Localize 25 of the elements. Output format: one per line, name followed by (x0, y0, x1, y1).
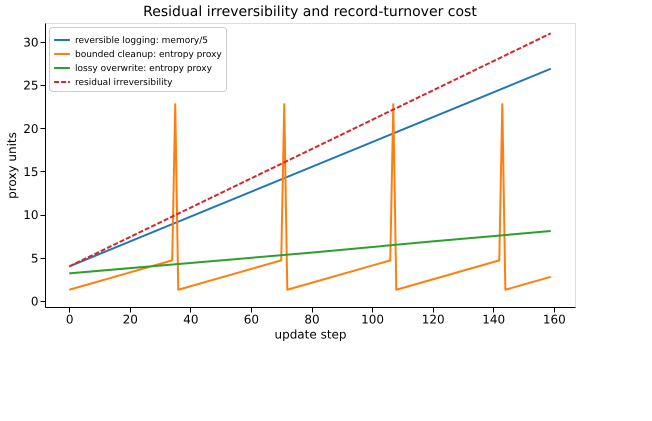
x-tick-label: 160 (542, 312, 566, 326)
line-series (68, 230, 552, 274)
y-tick-label: 0 (30, 294, 38, 308)
y-tick-label: 25 (23, 78, 38, 93)
y-tick-label: 15 (23, 164, 38, 179)
legend-label: lossy overwrite: entropy proxy (75, 64, 213, 74)
x-tick-label: 20 (122, 312, 138, 326)
x-tick-label: 120 (422, 312, 445, 326)
x-tick-label: 40 (183, 312, 199, 326)
legend-label: residual irreversibility (75, 78, 174, 88)
x-tick-label: 60 (244, 312, 260, 326)
y-tick-label: 20 (23, 122, 38, 136)
x-tick-label: 100 (361, 312, 384, 326)
y-tick-label: 10 (23, 208, 38, 222)
y-tick-label: 5 (30, 251, 38, 266)
legend-label: bounded cleanup: entropy proxy (75, 50, 222, 60)
line-series (68, 103, 552, 291)
x-axis-title: update step (274, 328, 347, 342)
x-tick-label: 140 (482, 312, 506, 326)
x-tick-label: 80 (304, 312, 320, 326)
chart-title: Residual irreversibility and record-turnover cost (143, 4, 478, 20)
y-axis-title: proxy units (5, 132, 20, 199)
y-tick-label: 30 (23, 35, 38, 50)
x-tick-label: 0 (66, 312, 74, 326)
legend-label: reversible logging: memory/5 (75, 36, 208, 46)
